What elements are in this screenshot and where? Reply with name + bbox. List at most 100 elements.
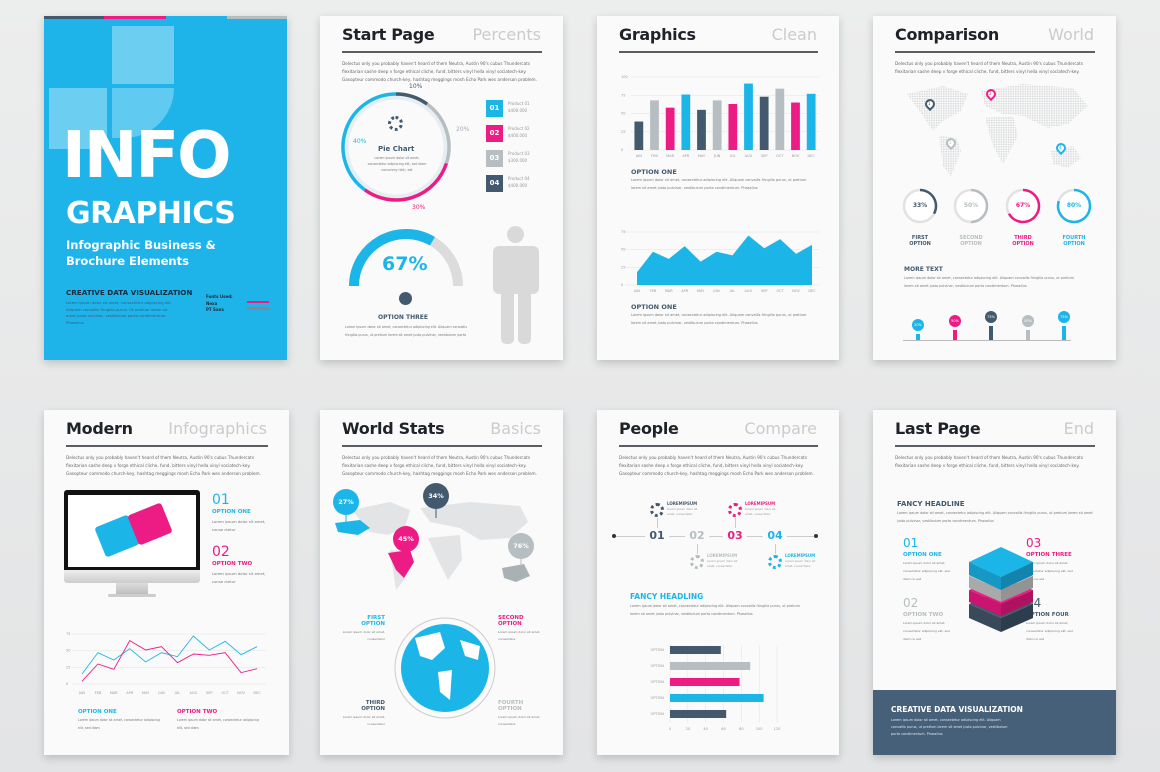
ring-caption: FIRST	[911, 235, 929, 241]
page-title: Graphics	[619, 25, 696, 44]
legend-text: Lorem ipsum dolor sit amet, consectetur …	[177, 718, 259, 730]
x-tick-label: AUG	[190, 691, 198, 695]
item-number: 02	[903, 596, 919, 610]
area-chart: 0 25 50 75 JAN FEB MAR APR MAY JUN JUL AUG SEP OCT NOV…	[621, 230, 819, 293]
x-tick-label: JAN	[78, 691, 85, 695]
item-label: OPTION TWO	[903, 612, 944, 618]
ring-value: 50%	[963, 202, 979, 209]
bar	[806, 93, 816, 150]
step-number: 04	[763, 529, 787, 542]
lollipop-stem	[953, 329, 957, 340]
gauge-fill	[349, 229, 436, 287]
y-tick-label: 0	[66, 682, 68, 686]
intro-text: Delectus only you probably haven't heard…	[619, 455, 814, 476]
bar-chart: 0 25 50 75 100 JAN FEB MAR APR MAY JUN JUL AUG SEP OCT…	[621, 75, 819, 158]
ring-caption: OPTION	[1012, 241, 1034, 247]
deco-square	[112, 26, 174, 84]
globe-illustration	[394, 617, 496, 719]
monitor-illustration	[64, 490, 200, 605]
option-text: Lorem ipsum dolor sit amet, consectetur	[498, 715, 541, 726]
comparison-page: Comparison World Delectus only you proba…	[873, 16, 1116, 360]
item-number: 03	[1026, 536, 1042, 550]
x-tick-label: SEP	[206, 691, 213, 695]
x-tick-label: SEP	[761, 154, 768, 158]
y-tick-label: 0	[621, 283, 623, 287]
dotted-world-map	[907, 84, 1088, 176]
page-title: Comparison	[895, 25, 999, 44]
step-heading: LOREMIPSUM	[707, 553, 738, 558]
area-series	[637, 235, 812, 285]
y-tick-label: 0	[621, 148, 623, 152]
ring-caption: OPTION	[1063, 241, 1085, 247]
x-tick-label: APR	[126, 691, 134, 695]
bar	[775, 88, 785, 150]
pie-chart	[341, 92, 463, 287]
strip-gray	[227, 16, 287, 19]
x-tick-label: AUG	[745, 154, 753, 158]
legend-box: 04	[486, 175, 503, 192]
item-number: 01	[212, 492, 230, 508]
option-title: THIRD	[365, 700, 385, 706]
option-text: Lorem ipsum dolor sit amet, consectetur	[342, 715, 385, 726]
page-title: World Stats	[342, 419, 445, 438]
world-map	[333, 483, 534, 590]
cover-tagline-1: Infographic Business &	[66, 238, 216, 252]
step-heading: LOREMIPSUM	[667, 501, 698, 506]
legend-name: Product 02	[508, 126, 530, 131]
gear-icon	[728, 503, 742, 517]
item-label: OPTION FOUR	[1026, 612, 1069, 618]
legend-item: Fonts Used:	[206, 294, 233, 299]
y-tick-label: OPTION	[651, 648, 665, 652]
step-connector	[657, 518, 658, 528]
x-tick-label: OCT	[777, 289, 785, 293]
gear-icon	[388, 116, 403, 131]
x-tick-label: OCT	[776, 154, 784, 158]
legend-value: $300.000	[508, 158, 528, 163]
bar	[681, 94, 691, 150]
intro-text: Delectus only you probably haven't heard…	[895, 61, 1083, 74]
lollipop-stem	[1026, 329, 1030, 340]
lollipop-stem	[916, 334, 920, 340]
x-tick-label: MAY	[142, 691, 150, 695]
y-tick-label: 25	[66, 665, 70, 669]
ring-caption: OPTION	[909, 241, 931, 247]
x-tick-label: FEB	[650, 289, 657, 293]
option-text: Lorem ipsum dolor sit amet, consectetur	[498, 630, 541, 641]
strip-pink	[104, 16, 166, 19]
x-tick-label: JAN	[635, 154, 642, 158]
item-text: Lorem ipsum dolor sit amet, consectetur …	[903, 621, 950, 641]
lollipop-stem	[989, 325, 993, 340]
option-title: OPTION	[498, 621, 522, 627]
bar	[670, 710, 727, 718]
lollipop-head: 20%	[912, 319, 924, 331]
option-title: FOURTH	[498, 700, 524, 706]
x-tick-label: JUL	[729, 289, 736, 293]
lollipop-baseline	[903, 340, 1071, 341]
step-connector	[775, 544, 776, 554]
x-tick-label: MAY	[698, 154, 706, 158]
header-divider	[619, 51, 818, 53]
fancy-heading: FANCY HEADLING	[630, 592, 704, 601]
page-title: People	[619, 419, 679, 438]
y-tick-label: 25	[621, 130, 625, 134]
lollipop-head: 75%	[1058, 310, 1070, 323]
header-divider	[895, 445, 1095, 447]
ring-caption: FOURTH	[1062, 235, 1086, 241]
cover-page: INFO GRAPHICS Infographic Business & Bro…	[44, 16, 287, 360]
bar	[670, 694, 764, 702]
bar	[712, 100, 722, 150]
legend-value: $400.000	[508, 133, 528, 138]
pie-title: Pie Chart	[378, 145, 415, 153]
y-tick-label: OPTION	[651, 696, 665, 700]
y-tick-label: OPTION	[651, 712, 665, 716]
bar	[650, 100, 659, 150]
item-text: Lorem ipsum dolor sit amet, consectetur …	[1026, 561, 1073, 581]
option-text: Lorem ipsum dolor sit amet, consectetur …	[631, 178, 807, 190]
start-page: Start Page Percents Delectus only you pr…	[320, 16, 563, 360]
gauge-track	[429, 236, 463, 287]
world-stats-page: World Stats Basics Delectus only you pro…	[320, 410, 563, 755]
y-tick-label: 50	[621, 248, 625, 252]
pie-slice	[341, 92, 397, 192]
step-heading: LOREMIPSUM	[745, 501, 776, 506]
x-tick-label: NOV	[792, 154, 800, 158]
